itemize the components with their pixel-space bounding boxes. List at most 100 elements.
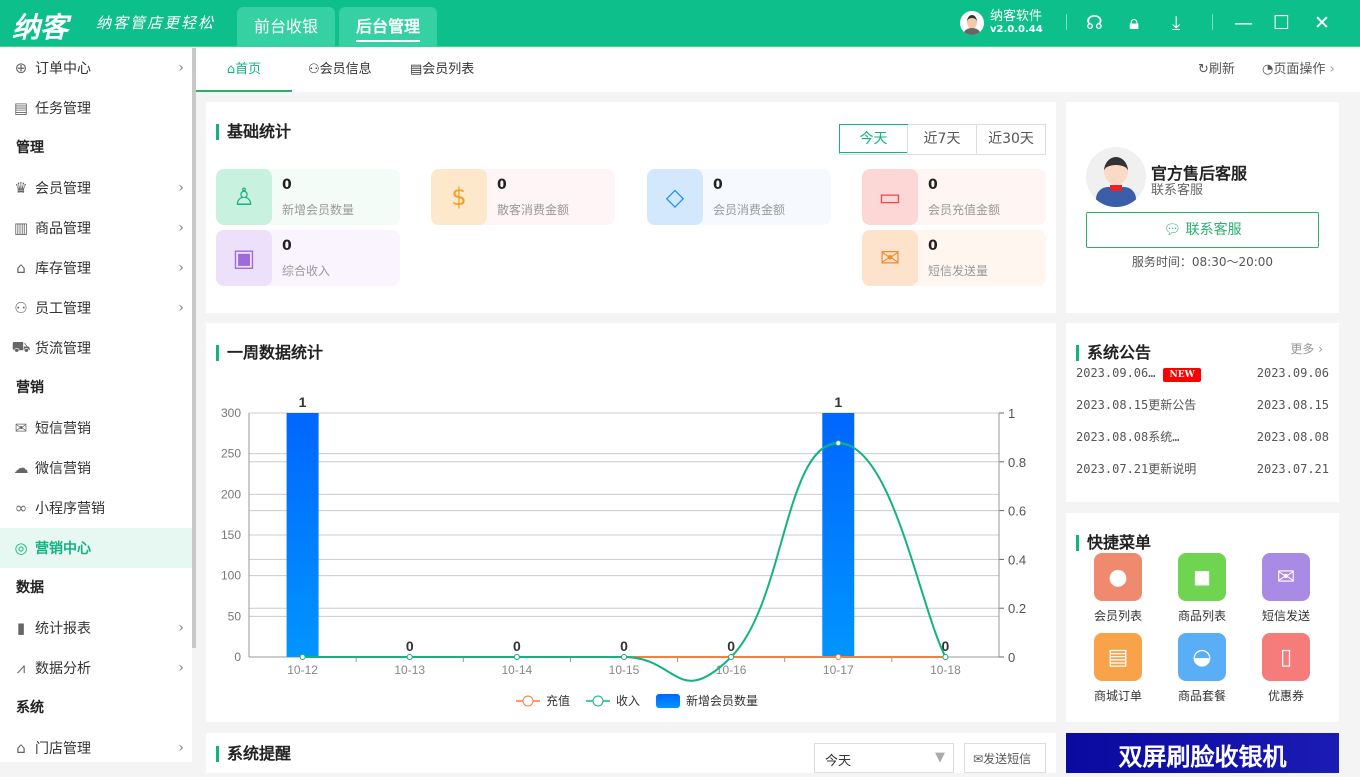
user-name: 纳客软件 — [990, 9, 1043, 24]
service-subtitle: 联系客服 — [1151, 183, 1204, 198]
notice-item[interactable]: 2023.08.08系统… 2023.08.08 — [1066, 421, 1339, 453]
quick-menu-item[interactable]: ◼ 商品列表 — [1167, 553, 1237, 624]
bar-data-label: 1 — [834, 394, 842, 410]
quick-menu-item[interactable]: ▤ 商城订单 — [1083, 633, 1153, 704]
range-selector: 今天 近7天 近30天 — [839, 124, 1046, 155]
legend-label: 新增会员数量 — [686, 693, 758, 708]
tab-home[interactable]: ⌂首页 — [196, 48, 292, 92]
page-ops-button[interactable]: ◔页面操作 › — [1262, 62, 1335, 77]
stat-card: ✉ 0 短信发送量 — [862, 230, 1046, 286]
target-icon: ◎ — [14, 539, 28, 557]
notice-item[interactable]: 2023.07.21更新说明 2023.07.21 — [1066, 453, 1339, 485]
sms-icon: ✉ — [1262, 553, 1310, 601]
new-badge: NEW — [1163, 368, 1201, 382]
sidebar-item[interactable]: ▥ 商品管理 › — [0, 208, 192, 248]
sidebar-item[interactable]: ∞ 小程序营销 — [0, 488, 192, 528]
sidebar-item-label: 营销中心 — [35, 541, 91, 557]
sidebar-item[interactable]: ▮ 统计报表 › — [0, 608, 192, 648]
user-info[interactable]: 纳客软件 v2.0.0.44 — [960, 9, 1043, 35]
notice-date: 2023.09.06 — [1256, 366, 1329, 380]
stat-label: 散客消费金额 — [497, 203, 570, 217]
range-7days[interactable]: 近7天 — [907, 125, 976, 154]
y-right-tick-label: 0.2 — [1008, 601, 1026, 616]
section-title: 系统公告 — [1076, 345, 1151, 361]
minimize-icon[interactable]: — — [1234, 12, 1253, 34]
y-right-tick-label: 0 — [1008, 650, 1015, 665]
quick-menu-item[interactable]: ● 会员列表 — [1083, 553, 1153, 624]
bar-data-label: 1 — [299, 394, 307, 410]
sidebar-item[interactable]: ⌂ 门店管理 › — [0, 728, 192, 768]
data-point — [835, 440, 842, 447]
quick-menu-item[interactable]: ◒ 商品套餐 — [1167, 633, 1237, 704]
chevron-right-icon: › — [178, 260, 184, 276]
quick-menu-item[interactable]: ▯ 优惠券 — [1251, 633, 1321, 704]
sidebar-item-label: 短信营销 — [35, 421, 91, 437]
chevron-right-icon: › — [178, 620, 184, 636]
range-today[interactable]: 今天 — [839, 124, 908, 153]
range-select[interactable]: 今天 ▼ — [814, 743, 954, 773]
truck-icon: ⛟ — [11, 338, 31, 356]
notice-item[interactable]: 2023.08.15更新公告 2023.08.15 — [1066, 389, 1339, 421]
tab-member-info[interactable]: ⚇会员信息 — [308, 62, 372, 77]
sidebar-item[interactable]: ▤ 任务管理 — [0, 88, 192, 128]
stat-label: 综合收入 — [282, 264, 331, 278]
sidebar-scrollbar[interactable] — [192, 48, 196, 648]
quick-menu-item[interactable]: ✉ 短信发送 — [1251, 553, 1321, 624]
quick-menu-label: 商城订单 — [1093, 689, 1142, 703]
sidebar-item[interactable]: ⛟ 货流管理 — [0, 328, 192, 368]
envelope-icon: ✉ — [862, 230, 918, 286]
wallet-icon: ▣ — [216, 230, 272, 286]
card-icon: ▭ — [862, 169, 918, 225]
sidebar-item[interactable]: ◎ 营销中心 — [0, 528, 192, 568]
sidebar-item[interactable]: ⌂ 库存管理 › — [0, 248, 192, 288]
sidebar-item[interactable]: ⊕ 订单中心 › — [0, 48, 192, 88]
sidebar-item[interactable]: ♛ 会员管理 › — [0, 168, 192, 208]
sidebar-item[interactable]: ⚇ 员工管理 › — [0, 288, 192, 328]
chevron-right-icon: › — [178, 220, 184, 236]
section-title: 基础统计 — [216, 124, 291, 140]
y-right-tick-label: 0.8 — [1008, 455, 1026, 470]
stat-card: ♙ 0 新增会员数量 — [216, 169, 400, 225]
stat-value: 0 — [497, 177, 507, 193]
miniapp-icon: ∞ — [14, 499, 28, 517]
y-left-tick-label: 150 — [221, 528, 241, 542]
tab-member-list[interactable]: ▤会员列表 — [410, 62, 475, 77]
sidebar-group: 系统 — [16, 700, 44, 716]
send-sms-button[interactable]: ✉发送短信 — [964, 743, 1046, 773]
tab-backend-management[interactable]: 后台管理 — [339, 7, 437, 47]
sidebar-item-label: 库存管理 — [35, 261, 91, 277]
maximize-icon[interactable]: ☐ — [1273, 12, 1291, 34]
quick-menu-card: 快捷菜单 ● 会员列表 ◼ 商品列表 ✉ 短信发送 ▤ 商城订单 ◒ 商品套餐 ▯ 优惠券 — [1066, 513, 1339, 722]
lock-icon[interactable]: 🔒︎ — [1129, 12, 1140, 34]
refresh-icon: ↻ — [1198, 62, 1209, 77]
notice-date: 2023.08.08 — [1256, 430, 1329, 444]
sidebar-group: 营销 — [16, 380, 44, 396]
warehouse-icon: ⌂ — [16, 259, 26, 277]
sidebar-item[interactable]: ⩘ 数据分析 › — [0, 648, 192, 688]
more-link[interactable]: 更多 › — [1290, 342, 1323, 356]
tab-front-cashier[interactable]: 前台收银 — [237, 7, 335, 47]
refresh-button[interactable]: ↻刷新 — [1198, 62, 1235, 77]
logo: 纳客 — [12, 11, 69, 44]
chevron-right-icon: › — [1329, 62, 1335, 77]
notice-title: 2023.07.21更新说明 — [1076, 462, 1197, 476]
close-icon[interactable]: ✕ — [1314, 12, 1330, 34]
legend-label: 收入 — [616, 694, 640, 708]
legend-marker — [592, 695, 604, 707]
stat-value: 0 — [282, 238, 292, 254]
contact-service-button[interactable]: 💬︎ 联系客服 — [1086, 212, 1319, 248]
page-tab-bar: ⌂首页 ⚇会员信息 ▤会员列表 ↻刷新 ◔页面操作 › — [196, 48, 1360, 92]
sidebar-item[interactable]: ✉ 短信营销 — [0, 408, 192, 448]
sidebar-item[interactable]: ☁ 微信营销 — [0, 448, 192, 488]
download-icon[interactable]: ⤓ — [1172, 12, 1181, 34]
notice-item[interactable]: 2023.09.06… NEW 2023.09.06 — [1066, 357, 1339, 389]
range-30days[interactable]: 近30天 — [976, 125, 1045, 154]
x-tick-label: 10-13 — [394, 663, 425, 677]
promo-banner[interactable]: 双屏刷脸收银机 — [1066, 733, 1339, 773]
notice-date: 2023.07.21 — [1256, 462, 1329, 476]
y-left-tick-label: 250 — [221, 447, 241, 461]
headset-icon[interactable]: ☊ — [1086, 12, 1103, 34]
data-point — [728, 654, 735, 660]
slogan: 纳客管店更轻松 — [96, 14, 216, 32]
